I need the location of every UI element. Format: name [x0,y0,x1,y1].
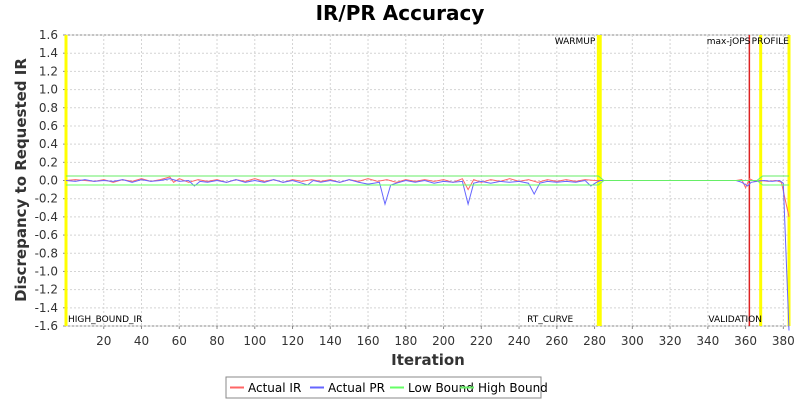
x-tick-label: 40 [134,334,149,348]
legend-label: Actual PR [328,381,385,395]
marker-label: PROFILE [752,37,790,47]
x-tick-label: 380 [772,334,795,348]
x-tick-label: 100 [243,334,266,348]
marker-label: VALIDATION [708,315,762,325]
legend-box [225,376,542,399]
legend: Actual IR Actual PR Low Bound High Bound [225,376,548,399]
x-tick-label: 240 [508,334,531,348]
marker-label: RT_CURVE [527,315,573,325]
y-tick-label: 1.4 [39,46,58,60]
y-tick-label: 1.2 [39,64,58,78]
y-tick-label: -1.0 [35,264,58,278]
y-tick-label: 0.6 [39,119,58,133]
marker-label: max-jOPS [707,37,751,47]
y-tick-label: -1.2 [35,283,58,297]
x-tick-label: 200 [432,334,455,348]
y-tick-label: 0.2 [39,155,58,169]
x-tick-label: 280 [583,334,606,348]
marker-label: WARMUP [555,37,596,47]
y-tick-label: -1.4 [35,301,58,315]
y-tick-label: 1.6 [39,28,58,42]
x-tick-label: 220 [470,334,493,348]
y-tick-label: 0.4 [39,137,58,151]
y-tick-label: -0.4 [35,210,58,224]
legend-label: High Bound [478,381,548,395]
y-tick-label: -0.2 [35,192,58,206]
x-tick-label: 320 [659,334,682,348]
y-tick-label: -0.6 [35,228,58,242]
chart-title: IR/PR Accuracy [316,1,485,25]
x-tick-label: 300 [621,334,644,348]
y-tick-label: 1.0 [39,83,58,97]
plot-area: 20 40 60 80 100 120 140 160 180 200 220 240 260 280 30… [35,28,795,348]
legend-label: Actual IR [248,381,301,395]
x-tick-label: 20 [96,334,111,348]
legend-label: Low Bound [408,381,474,395]
x-tick-label: 360 [734,334,757,348]
y-tick-label: -0.8 [35,246,58,260]
x-axis-label: Iteration [391,351,465,369]
y-tick-label: 0.0 [39,174,58,188]
x-tick-label: 340 [696,334,719,348]
y-tick-label: -1.6 [35,319,58,333]
y-tick-label: 0.8 [39,101,58,115]
x-tick-label: 80 [209,334,224,348]
series-line [66,175,789,181]
x-tick-label: 160 [357,334,380,348]
x-tick-label: 260 [545,334,568,348]
x-tick-label: 180 [394,334,417,348]
marker-label: HIGH_BOUND_IR [68,315,142,325]
y-axis-label: Discrepancy to Requested IR [12,58,30,302]
x-tick-label: 140 [319,334,342,348]
x-tick-label: 60 [172,334,187,348]
x-tick-label: 120 [281,334,304,348]
